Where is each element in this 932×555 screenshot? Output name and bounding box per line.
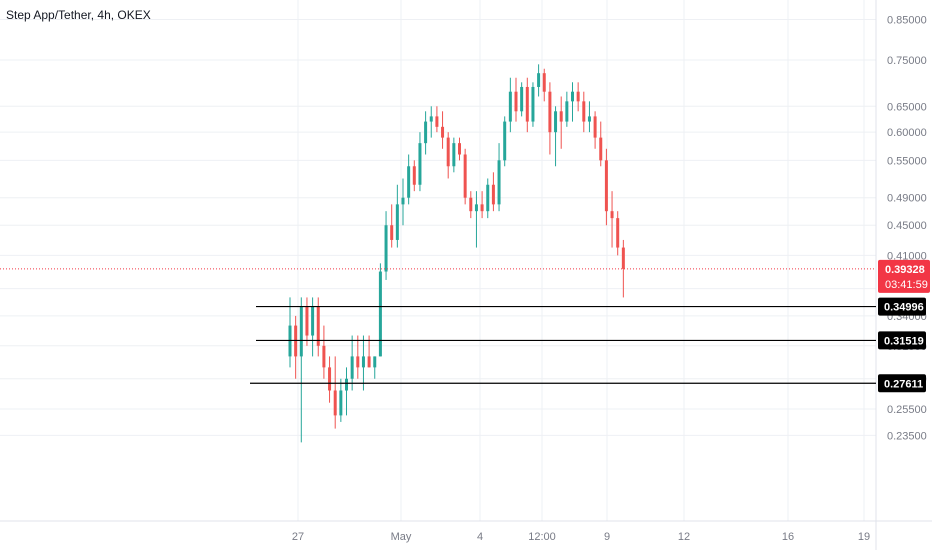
candle-down xyxy=(559,111,563,122)
candle-up xyxy=(395,204,399,240)
candle-down xyxy=(548,91,552,133)
level-price-label: 0.31519 xyxy=(884,335,924,347)
candle-down xyxy=(333,390,337,416)
candle-up xyxy=(452,143,456,167)
candle-up xyxy=(503,121,507,161)
candle-down xyxy=(446,137,450,167)
candle-up xyxy=(311,306,315,336)
x-tick-label: May xyxy=(391,531,412,543)
candle-down xyxy=(514,91,518,112)
candle-up xyxy=(520,86,524,112)
y-tick-label: 0.60000 xyxy=(887,127,927,139)
candle-down xyxy=(480,204,484,212)
candle-up xyxy=(497,160,501,205)
candle-down xyxy=(412,166,416,185)
candle-up xyxy=(378,271,382,357)
x-tick-label: 19 xyxy=(858,531,870,543)
candle-up xyxy=(508,91,512,122)
level-price-badge xyxy=(878,331,926,350)
candle-up xyxy=(571,91,574,102)
candle-down xyxy=(441,126,445,138)
current-price-label: 0.39328 xyxy=(885,264,925,276)
x-tick-label: 9 xyxy=(604,531,610,543)
candle-up xyxy=(350,356,354,379)
y-tick-label: 0.41000 xyxy=(887,250,927,262)
candle-up xyxy=(424,121,428,144)
candle-down xyxy=(316,306,320,346)
candle-down xyxy=(305,306,309,336)
candle-up xyxy=(361,356,365,368)
candle-up xyxy=(486,184,490,212)
candle-up xyxy=(587,116,591,122)
x-tick-label: 16 xyxy=(782,531,794,543)
candle-down xyxy=(328,367,332,391)
y-tick-label: 0.75000 xyxy=(887,55,927,67)
candle-down xyxy=(616,218,620,248)
candle-down xyxy=(356,356,360,368)
y-tick-label: 0.65000 xyxy=(887,101,927,113)
x-tick-label: 12 xyxy=(678,531,690,543)
candle-down xyxy=(469,197,473,212)
candle-down xyxy=(525,86,529,122)
candle-up xyxy=(429,116,433,122)
level-price-label: 0.27611 xyxy=(884,378,923,390)
candle-up xyxy=(299,306,303,357)
level-price-label: 0.34996 xyxy=(884,302,924,314)
level-price-badge xyxy=(878,374,926,393)
candle-down xyxy=(463,154,467,198)
x-tick-label: 4 xyxy=(477,531,483,543)
chart-title: Step App/Tether, 4h, OKEX xyxy=(6,8,151,22)
y-tick-label: 0.49000 xyxy=(887,193,927,205)
candle-up xyxy=(531,86,535,122)
candle-down xyxy=(621,247,625,269)
candle-down xyxy=(604,160,608,212)
candle-up xyxy=(345,378,348,391)
level-price-badge xyxy=(878,297,926,316)
candle-down xyxy=(435,116,439,127)
x-tick-label: 12:00 xyxy=(528,531,556,543)
candle-up xyxy=(537,73,541,87)
candle-up xyxy=(373,356,377,368)
current-price-badge xyxy=(878,259,930,293)
candle-down xyxy=(322,345,326,368)
candle-down xyxy=(390,225,394,240)
countdown-label: 03:41:59 xyxy=(885,279,928,291)
x-tick-label: 27 xyxy=(292,531,304,543)
candle-down xyxy=(576,91,580,102)
candle-up xyxy=(554,111,558,133)
candle-down xyxy=(610,211,614,219)
candle-up xyxy=(418,143,422,185)
y-tick-label: 0.45000 xyxy=(887,220,927,232)
candle-up xyxy=(339,390,343,416)
candle-down xyxy=(542,73,546,92)
candle-down xyxy=(367,356,371,368)
candle-down xyxy=(458,143,461,155)
candle-up xyxy=(384,225,388,272)
candle-up xyxy=(474,204,478,212)
y-tick-label: 0.23500 xyxy=(887,430,927,442)
y-tick-label: 0.25500 xyxy=(887,404,927,416)
candle-up xyxy=(407,166,411,198)
candle-down xyxy=(593,116,597,138)
candle-down xyxy=(599,137,603,161)
candle-down xyxy=(491,184,495,205)
candle-up xyxy=(565,101,569,122)
y-tick-label: 0.85000 xyxy=(887,15,927,27)
candle-down xyxy=(582,101,586,122)
y-tick-label: 0.55000 xyxy=(887,155,927,167)
candle-up xyxy=(401,197,405,205)
